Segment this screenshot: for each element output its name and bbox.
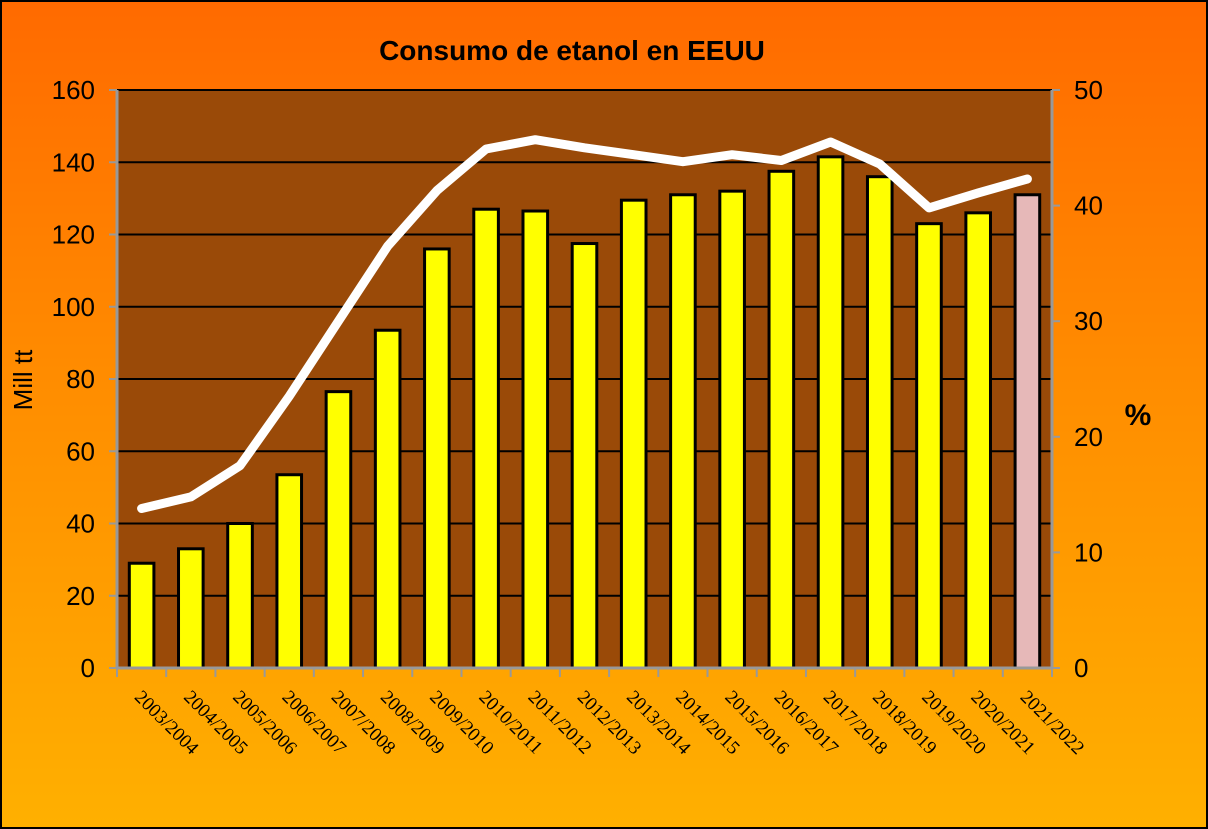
y2-tick-label: 40 <box>1074 191 1103 221</box>
share-point <box>632 153 635 156</box>
share-point <box>435 189 438 192</box>
share-point <box>1026 178 1029 181</box>
share-point <box>337 320 340 323</box>
y2-tick-label: 50 <box>1074 75 1103 105</box>
bar <box>127 561 156 670</box>
bar <box>1013 193 1042 670</box>
bar <box>521 209 550 670</box>
plot-area: 020406080100120140160010203040502003/200… <box>52 75 1103 759</box>
y-tick-label: 140 <box>52 147 95 177</box>
share-point <box>140 507 143 510</box>
y2-tick-label: 10 <box>1074 537 1103 567</box>
share-point <box>288 395 291 398</box>
bar <box>226 522 254 670</box>
bar <box>472 207 500 670</box>
share-point <box>583 146 586 149</box>
y-tick-label: 100 <box>52 292 95 322</box>
share-point <box>189 495 192 498</box>
y2-tick-label: 30 <box>1074 306 1103 336</box>
bar <box>324 390 353 670</box>
bar <box>964 211 992 670</box>
bar <box>718 189 746 670</box>
bar <box>915 222 943 670</box>
y-tick-label: 20 <box>66 581 95 611</box>
bar <box>865 175 894 670</box>
bar <box>423 247 451 670</box>
bar <box>816 155 845 670</box>
share-point <box>927 206 930 209</box>
y-tick-label: 60 <box>66 436 95 466</box>
bar <box>619 198 648 670</box>
share-point <box>485 147 488 150</box>
y-tick-label: 80 <box>66 364 95 394</box>
bar <box>275 473 304 670</box>
y2-tick-label: 20 <box>1074 422 1103 452</box>
share-point <box>829 141 832 144</box>
y2-tick-label: 0 <box>1074 653 1088 683</box>
bar <box>767 169 796 670</box>
share-point <box>239 464 242 467</box>
chart-title: Consumo de etanol en EEUU <box>379 35 765 66</box>
y2-axis-label: % <box>1125 399 1152 432</box>
share-point <box>977 191 980 194</box>
bar <box>177 547 205 670</box>
y-tick-label: 40 <box>66 509 95 539</box>
bar <box>570 242 599 670</box>
bar <box>669 193 697 670</box>
y-tick-label: 120 <box>52 220 95 250</box>
y-tick-label: 0 <box>81 653 95 683</box>
share-point <box>386 245 389 248</box>
y-tick-label: 160 <box>52 75 95 105</box>
share-point <box>681 160 684 163</box>
share-point <box>878 162 881 165</box>
share-point <box>780 159 783 162</box>
bar <box>373 328 402 670</box>
share-point <box>534 138 537 141</box>
y-axis-label: Mill tt <box>8 349 38 410</box>
share-point <box>731 153 734 156</box>
